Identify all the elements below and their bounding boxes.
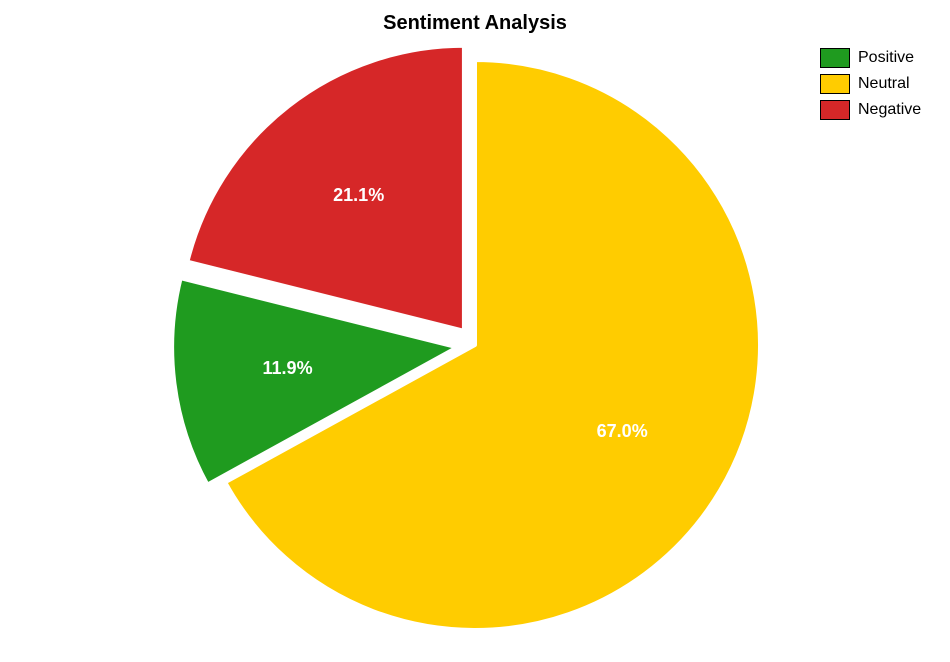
legend-item: Positive — [820, 48, 921, 68]
slice-label: 67.0% — [597, 421, 648, 441]
legend-swatch — [820, 74, 850, 94]
legend-label: Negative — [858, 101, 921, 119]
legend: Positive Neutral Negative — [820, 48, 921, 126]
legend-label: Positive — [858, 49, 914, 67]
slice-label: 11.9% — [263, 358, 313, 378]
legend-swatch — [820, 48, 850, 68]
chart-container: Sentiment Analysis 67.0%11.9%21.1% Posit… — [0, 0, 950, 662]
slice-label: 21.1% — [333, 185, 384, 205]
legend-label: Neutral — [858, 75, 910, 93]
legend-item: Neutral — [820, 74, 921, 94]
pie-chart: 67.0% 11.9% 21.1% — [0, 0, 950, 662]
pie-slice — [187, 46, 463, 331]
legend-item: Negative — [820, 100, 921, 120]
legend-swatch — [820, 100, 850, 120]
